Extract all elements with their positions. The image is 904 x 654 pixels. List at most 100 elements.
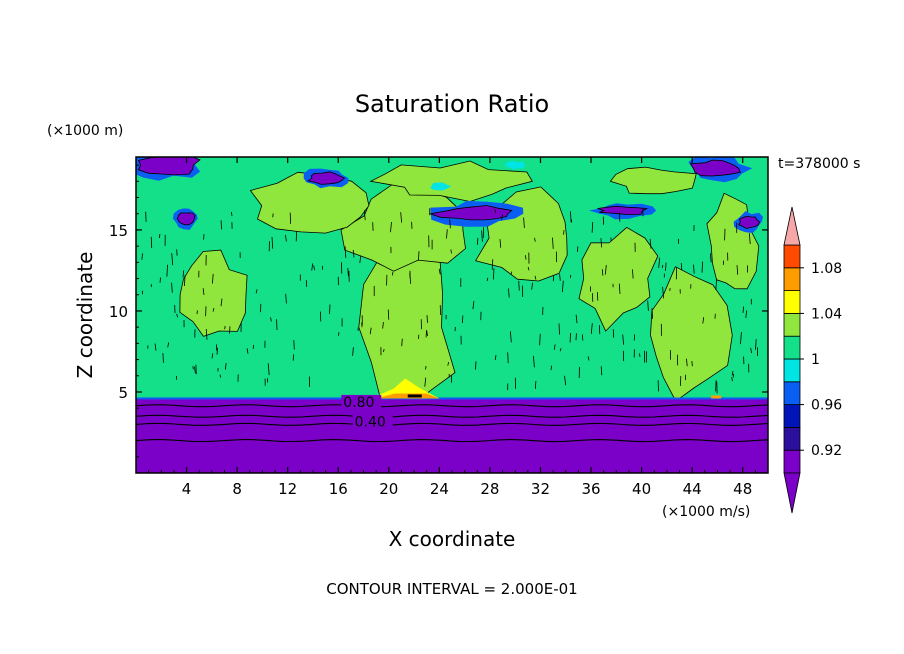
contour-streak bbox=[491, 259, 494, 270]
contour-streak bbox=[150, 236, 153, 249]
contour-streak bbox=[475, 361, 477, 370]
colorbar-tick-label: 0.92 bbox=[811, 443, 842, 459]
contour-streak bbox=[601, 269, 604, 276]
contour-streak bbox=[182, 270, 185, 278]
contour-streak bbox=[211, 353, 214, 359]
contour-streak bbox=[649, 238, 652, 249]
contour-streak bbox=[285, 234, 287, 242]
contour-streak bbox=[534, 237, 536, 242]
contour-line bbox=[136, 422, 768, 426]
contour-streak bbox=[658, 257, 661, 268]
contour-streak bbox=[742, 306, 744, 313]
x-tick-label: 40 bbox=[632, 480, 651, 498]
field-patch bbox=[137, 157, 201, 176]
y-axis-unit: (×1000 m) bbox=[47, 123, 123, 139]
y-axis-label: Z coordinate bbox=[73, 252, 97, 379]
contour-streak bbox=[662, 286, 664, 299]
warm-spot-right bbox=[711, 395, 722, 399]
x-tick-label: 28 bbox=[480, 480, 499, 498]
contour-streak bbox=[472, 301, 475, 310]
contour-streak bbox=[154, 343, 157, 351]
contour-streak bbox=[271, 236, 274, 249]
contour-streak bbox=[159, 277, 161, 283]
contour-streak bbox=[426, 315, 428, 323]
contour-streak bbox=[622, 334, 624, 345]
contour-streak bbox=[715, 380, 717, 392]
boundary-band bbox=[136, 397, 768, 400]
x-axis-unit: (×1000 m/s) bbox=[662, 504, 750, 520]
x-axis-label: X coordinate bbox=[389, 527, 516, 551]
contour-streak bbox=[535, 380, 537, 389]
contour-streak bbox=[449, 219, 451, 229]
contour-streak bbox=[439, 305, 442, 316]
contour-streak bbox=[750, 347, 752, 354]
contour-streak bbox=[494, 355, 497, 361]
contour-streak bbox=[387, 309, 390, 320]
contour-label: 0.40 bbox=[355, 414, 386, 430]
contour-streak bbox=[524, 255, 527, 260]
contour-streak bbox=[618, 283, 621, 294]
field-patch bbox=[738, 215, 760, 229]
field-patch bbox=[505, 160, 526, 170]
contour-streak bbox=[570, 211, 572, 223]
colorbar: 0.92 0.96 1 1.04 1.08 bbox=[783, 206, 842, 514]
contour-streak bbox=[202, 288, 205, 295]
field-patch bbox=[307, 171, 346, 185]
contour-streak bbox=[501, 214, 503, 221]
contour-streak bbox=[598, 324, 601, 335]
contour-streak bbox=[270, 317, 272, 322]
contour-streak bbox=[176, 313, 178, 318]
field-patch bbox=[609, 166, 697, 195]
contour-streak bbox=[558, 323, 560, 335]
upper-field-patches bbox=[136, 157, 763, 423]
contour-streak bbox=[219, 374, 222, 378]
contour-streak bbox=[363, 210, 366, 221]
contour-streak bbox=[220, 298, 223, 307]
contour-streak bbox=[665, 262, 667, 271]
y-axis-ticks: 5 10 15 bbox=[109, 164, 768, 458]
contour-streak bbox=[552, 237, 554, 249]
contour-streak bbox=[224, 325, 226, 330]
contour-streak bbox=[600, 238, 602, 248]
field-patch bbox=[179, 249, 248, 337]
contour-streak bbox=[184, 275, 186, 287]
contour-streak bbox=[647, 300, 649, 311]
contour-streak bbox=[554, 344, 556, 350]
contour-streak bbox=[651, 308, 653, 319]
contour-labels: 0.80 0.40 bbox=[341, 394, 393, 430]
y-tick-label: 5 bbox=[118, 384, 128, 402]
field-patch bbox=[369, 160, 533, 202]
contour-streak bbox=[745, 310, 748, 318]
field-patch bbox=[428, 205, 513, 221]
colorbar-segment bbox=[783, 267, 801, 291]
colorbar-tick-label: 0.96 bbox=[811, 398, 842, 414]
contour-streak bbox=[508, 288, 510, 298]
time-label: t=378000 s bbox=[778, 156, 860, 172]
colorbar-segment bbox=[783, 449, 801, 474]
contour-streak bbox=[426, 330, 428, 336]
contour-streak bbox=[559, 274, 561, 281]
field-patch bbox=[650, 266, 733, 402]
x-tick-label: 16 bbox=[329, 480, 348, 498]
contour-streak bbox=[661, 264, 664, 269]
contour-line bbox=[136, 439, 768, 443]
contour-streak bbox=[715, 278, 718, 290]
contour-streak bbox=[171, 282, 173, 293]
contour-streak bbox=[347, 267, 349, 277]
contour-streak bbox=[285, 293, 287, 304]
contour-streak bbox=[587, 356, 590, 361]
contour-streak bbox=[693, 264, 695, 274]
contour-streak bbox=[224, 362, 227, 370]
contour-streak bbox=[632, 269, 634, 279]
contour-streak bbox=[691, 361, 693, 367]
contour-streak bbox=[352, 249, 355, 258]
field-patch bbox=[689, 159, 741, 177]
contour-streak bbox=[212, 307, 215, 312]
colorbar-segment bbox=[783, 290, 801, 314]
contour-streak bbox=[702, 317, 705, 324]
colorbar-segment bbox=[783, 312, 801, 337]
contour-streak bbox=[352, 347, 354, 356]
contour-streak bbox=[562, 280, 564, 293]
contour-streak bbox=[267, 363, 270, 376]
contour-label-bg bbox=[341, 394, 382, 409]
